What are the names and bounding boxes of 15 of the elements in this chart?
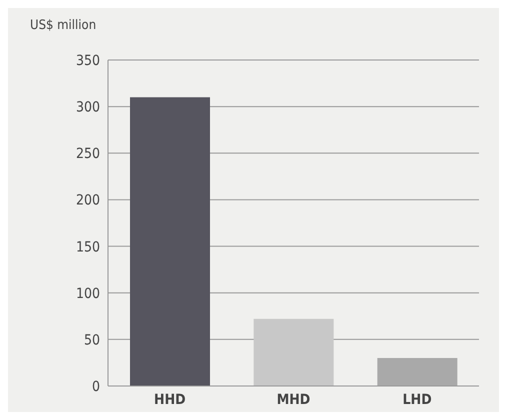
y-tick-label: 150	[76, 239, 100, 256]
y-tick-label: 300	[76, 100, 100, 116]
y-axis-title: US$ million	[30, 18, 96, 33]
bar	[254, 318, 334, 386]
bar	[130, 97, 210, 386]
y-tick-label: 200	[76, 192, 100, 209]
bar	[377, 358, 458, 386]
y-tick-label: 100	[76, 286, 100, 302]
y-tick-label: 50	[84, 332, 100, 348]
y-tick-label: 250	[76, 146, 100, 162]
y-tick-label: 350	[76, 52, 100, 69]
x-tick-label: LHD	[402, 392, 432, 408]
y-tick-label: 0	[92, 378, 100, 395]
x-tick-label: MHD	[276, 392, 310, 408]
x-tick-label: HHD	[154, 392, 186, 408]
